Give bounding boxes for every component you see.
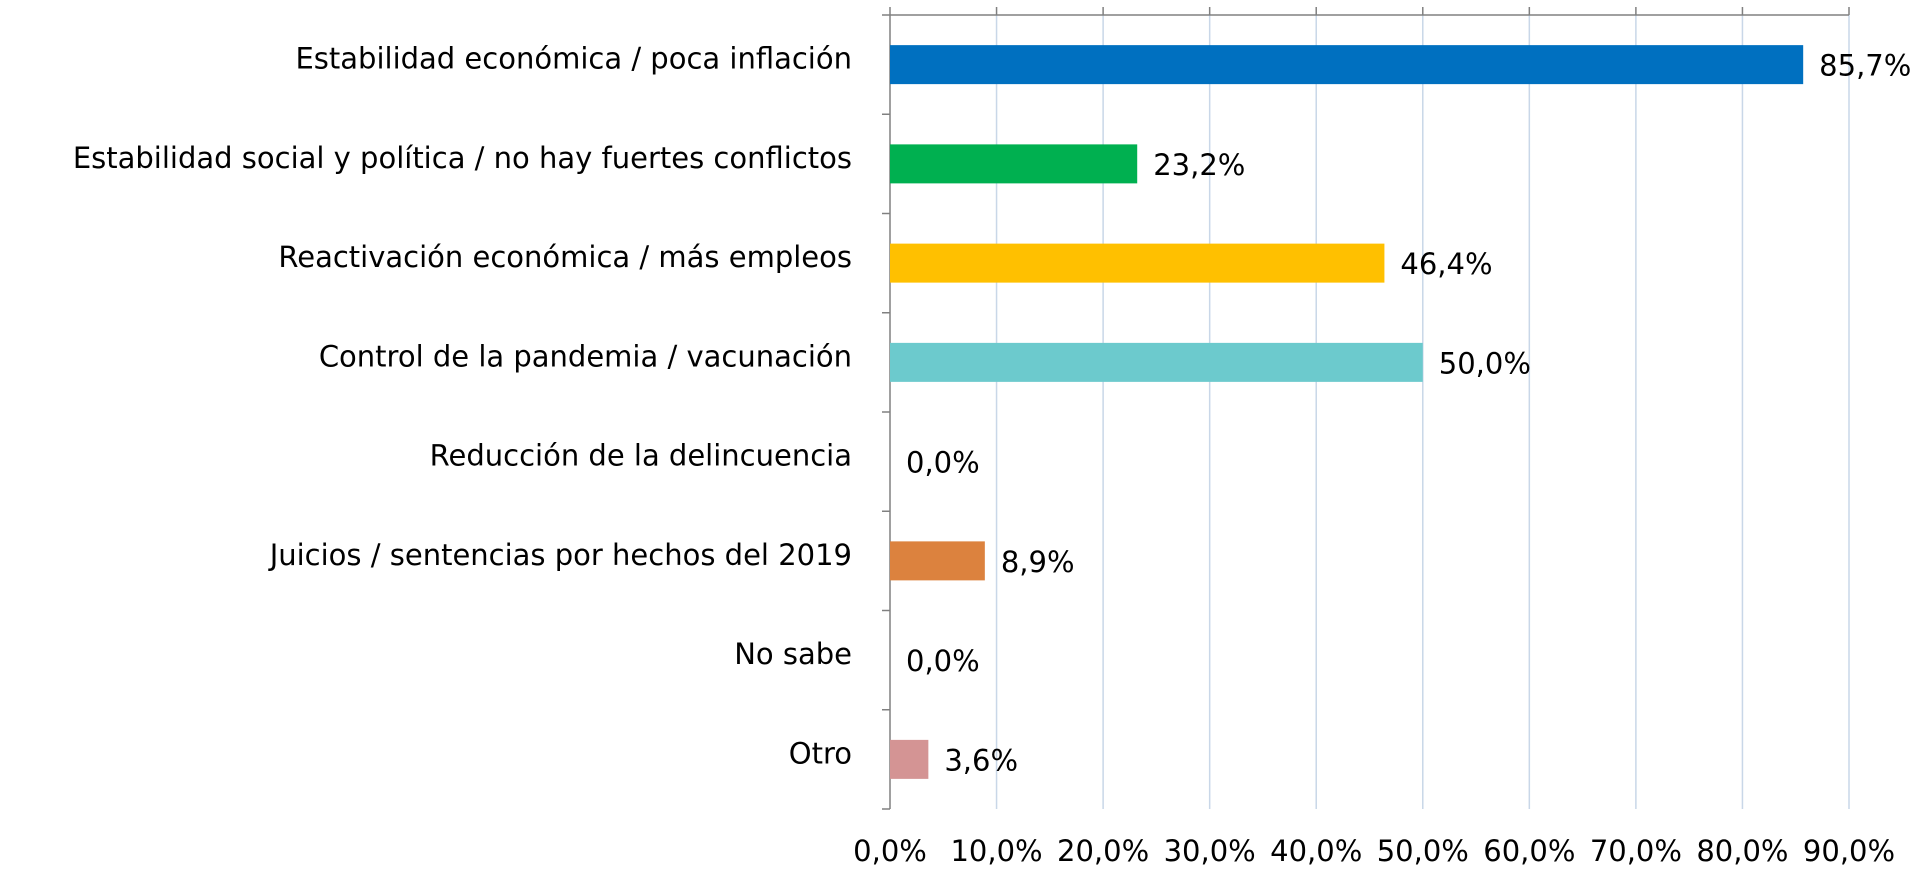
bar bbox=[890, 739, 929, 779]
x-tick-label: 50,0% bbox=[1377, 834, 1469, 868]
y-tick-label: Otro bbox=[789, 736, 852, 770]
y-tick-label: Estabilidad económica / poca inflación bbox=[295, 42, 852, 76]
data-label: 85,7% bbox=[1819, 49, 1911, 83]
data-label: 0,0% bbox=[906, 446, 980, 480]
bar bbox=[890, 45, 1804, 85]
x-tick-label: 80,0% bbox=[1696, 834, 1788, 868]
data-label: 3,6% bbox=[944, 743, 1018, 777]
x-tick-label: 70,0% bbox=[1590, 834, 1682, 868]
y-tick-label: No sabe bbox=[734, 637, 852, 671]
y-tick-label: Reducción de la delincuencia bbox=[430, 439, 852, 473]
bar bbox=[890, 243, 1385, 283]
x-tick-label: 90,0% bbox=[1803, 834, 1895, 868]
x-tick-label: 20,0% bbox=[1057, 834, 1149, 868]
data-label: 0,0% bbox=[906, 644, 980, 678]
bar bbox=[890, 144, 1138, 184]
bar bbox=[890, 342, 1423, 382]
x-tick-label: 0,0% bbox=[853, 834, 927, 868]
y-tick-label: Estabilidad social y política / no hay f… bbox=[73, 141, 852, 175]
y-tick-label: Juicios / sentencias por hechos del 2019 bbox=[268, 538, 852, 572]
y-tick-label: Control de la pandemia / vacunación bbox=[319, 339, 852, 373]
x-tick-label: 10,0% bbox=[950, 834, 1042, 868]
data-label: 8,9% bbox=[1001, 545, 1075, 579]
x-tick-label: 40,0% bbox=[1270, 834, 1362, 868]
data-label: 23,2% bbox=[1153, 148, 1245, 182]
data-label: 46,4% bbox=[1400, 247, 1492, 281]
bar bbox=[890, 541, 985, 581]
y-tick-label: Reactivación económica / más empleos bbox=[278, 240, 852, 274]
x-tick-label: 60,0% bbox=[1483, 834, 1575, 868]
x-tick-label: 30,0% bbox=[1164, 834, 1256, 868]
data-label: 50,0% bbox=[1439, 346, 1531, 380]
